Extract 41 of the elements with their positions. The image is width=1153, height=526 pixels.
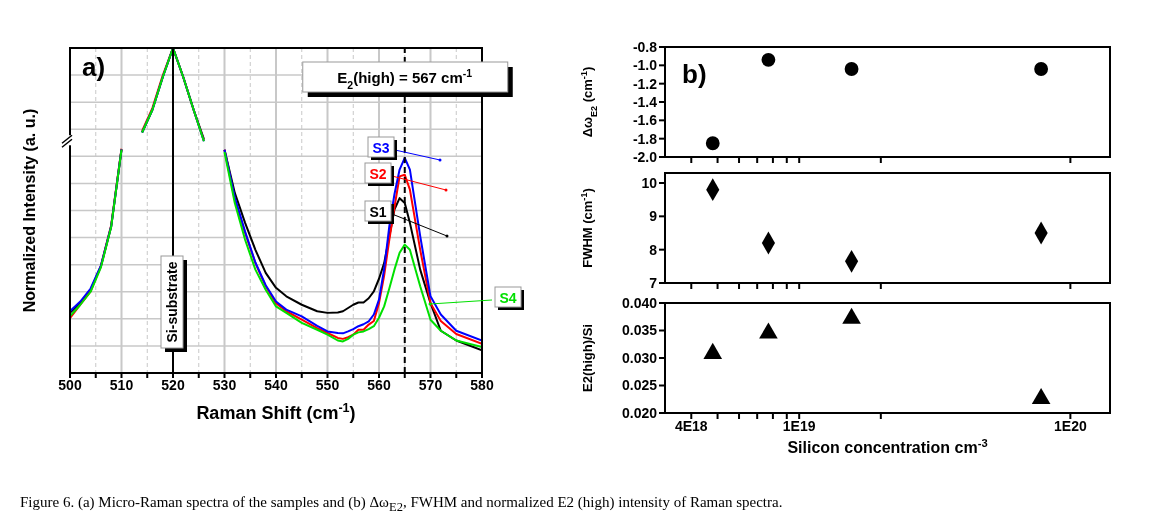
- y-axis-title: E2(high)/Si: [580, 324, 595, 392]
- y-axis-title: Normalized Intensity (a. u.): [21, 108, 38, 313]
- y-tick-label: 0.030: [621, 349, 658, 366]
- y-tick-label: 10: [641, 174, 658, 191]
- y-tick-label: 0.040: [621, 294, 658, 311]
- x-tick-label: 540: [264, 376, 288, 393]
- y-tick-label: -1.4: [632, 93, 658, 110]
- x-axis-title: Raman Shift (cm$^{-1}$): [196, 401, 356, 423]
- y-tick-label: -1.6: [632, 112, 658, 129]
- caption: Figure 6. (a) Micro-Raman spectra of the samples and (b) Δω$_{E2}$, FWHM and normalized E2 (high) intensity of Raman spectra.: [20, 494, 784, 515]
- y-tick-label: -0.8: [632, 38, 658, 55]
- annotation: a): [82, 52, 106, 82]
- y-tick-label: 8: [649, 241, 658, 258]
- y-tick-label: 7: [649, 274, 658, 291]
- y-tick-label: 0.035: [621, 322, 658, 339]
- x-axis-title: Silicon concentration cm$^{-3}$: [787, 437, 988, 456]
- x-tick-label: 560: [367, 376, 391, 393]
- x-tick-label: 4E18: [674, 417, 708, 434]
- y-tick-label: 9: [649, 208, 658, 225]
- y-tick-label: 0.020: [621, 404, 658, 421]
- y-tick-label: 0.025: [621, 377, 658, 394]
- x-tick-label: 520: [161, 376, 185, 393]
- x-tick-label: 510: [109, 376, 134, 393]
- x-tick-label: 1E20: [1054, 417, 1087, 434]
- x-tick-label: 550: [315, 376, 340, 393]
- y-tick-label: -1.0: [632, 57, 658, 74]
- x-tick-label: 580: [470, 376, 494, 393]
- x-tick-label: 500: [58, 376, 82, 393]
- x-tick-label: 570: [418, 376, 443, 393]
- x-tick-label: 530: [212, 376, 237, 393]
- y-tick-label: -1.2: [632, 75, 658, 92]
- text: S4: [499, 290, 517, 306]
- y-tick-label: -2.0: [632, 148, 658, 165]
- y-tick-label: -1.8: [632, 130, 658, 147]
- annotation: E$_{2}$(high) = 567 cm$^{-1}$: [337, 67, 473, 91]
- ref-line-label: Si-substrate: [164, 261, 180, 343]
- series-label: S1: [369, 204, 387, 220]
- legend-label: S2: [369, 166, 387, 182]
- annotation: b): [682, 59, 707, 89]
- x-tick-label: 1E19: [782, 417, 816, 434]
- legend-label: S3: [372, 140, 390, 156]
